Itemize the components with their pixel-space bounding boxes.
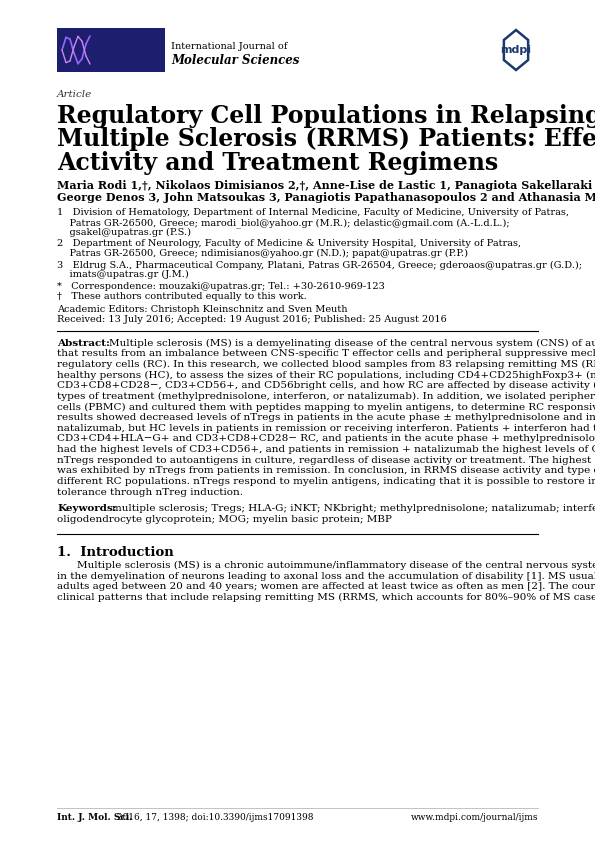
Text: healthy persons (HC), to assess the sizes of their RC populations, including CD4: healthy persons (HC), to assess the size…: [57, 370, 595, 380]
Text: natalizumab, but HC levels in patients in remission or receiving interferon. Pat: natalizumab, but HC levels in patients i…: [57, 424, 595, 433]
Text: that results from an imbalance between CNS-specific T effector cells and periphe: that results from an imbalance between C…: [57, 349, 595, 359]
Text: Molecular Sciences: Molecular Sciences: [171, 54, 299, 67]
Text: Patras GR-26500, Greece; ndimisianos@yahoo.gr (N.D.); papat@upatras.gr (P.P.): Patras GR-26500, Greece; ndimisianos@yah…: [57, 249, 468, 258]
Text: Article: Article: [57, 90, 92, 99]
Text: cells (PBMC) and cultured them with peptides mapping to myelin antigens, to dete: cells (PBMC) and cultured them with pept…: [57, 402, 595, 412]
Text: Multiple sclerosis (MS) is a demyelinating disease of the central nervous system: Multiple sclerosis (MS) is a demyelinati…: [109, 338, 595, 348]
Text: CD3+CD8+CD28−, CD3+CD56+, and CD56bright cells, and how RC are affected by disea: CD3+CD8+CD28−, CD3+CD56+, and CD56bright…: [57, 381, 595, 391]
Text: 2   Department of Neurology, Faculty of Medicine & University Hospital, Universi: 2 Department of Neurology, Faculty of Me…: [57, 239, 521, 248]
Text: Academic Editors: Christoph Kleinschnitz and Sven Meuth: Academic Editors: Christoph Kleinschnitz…: [57, 306, 347, 314]
Text: in the demyelination of neurons leading to axonal loss and the accumulation of d: in the demyelination of neurons leading …: [57, 572, 595, 580]
Text: Maria Rodi 1,†, Nikolaos Dimisianos 2,†, Anne-Lise de Lastic 1, Panagiota Sakell: Maria Rodi 1,†, Nikolaos Dimisianos 2,†,…: [57, 180, 595, 191]
Text: 3   Eldrug S.A., Pharmaceutical Company, Platani, Patras GR-26504, Greece; gdero: 3 Eldrug S.A., Pharmaceutical Company, P…: [57, 261, 582, 269]
Text: nTregs responded to autoantigens in culture, regardless of disease activity or t: nTregs responded to autoantigens in cult…: [57, 456, 595, 465]
Text: adults aged between 20 and 40 years; women are affected at least twice as often : adults aged between 20 and 40 years; wom…: [57, 582, 595, 591]
Text: clinical patterns that include relapsing remitting MS (RRMS, which accounts for : clinical patterns that include relapsing…: [57, 593, 595, 602]
Text: Int. J. Mol. Sci.: Int. J. Mol. Sci.: [57, 813, 133, 822]
Text: was exhibited by nTregs from patients in remission. In conclusion, in RRMS disea: was exhibited by nTregs from patients in…: [57, 466, 595, 476]
Text: †   These authors contributed equally to this work.: † These authors contributed equally to t…: [57, 291, 307, 301]
Text: Patras GR-26500, Greece; marodi_biol@yahoo.gr (M.R.); delastic@gmail.com (A.-L.d: Patras GR-26500, Greece; marodi_biol@yah…: [57, 218, 510, 228]
Text: regulatory cells (RC). In this research, we collected blood samples from 83 rela: regulatory cells (RC). In this research,…: [57, 360, 595, 369]
Text: oligodendrocyte glycoprotein; MOG; myelin basic protein; MBP: oligodendrocyte glycoprotein; MOG; myeli…: [57, 515, 392, 524]
Text: Received: 13 July 2016; Accepted: 19 August 2016; Published: 25 August 2016: Received: 13 July 2016; Accepted: 19 Aug…: [57, 315, 447, 324]
Text: imats@upatras.gr (J.M.): imats@upatras.gr (J.M.): [57, 270, 189, 280]
Text: 2016, 17, 1398; doi:10.3390/ijms17091398: 2016, 17, 1398; doi:10.3390/ijms17091398: [114, 813, 314, 822]
Text: Keywords:: Keywords:: [57, 504, 117, 514]
Text: Activity and Treatment Regimens: Activity and Treatment Regimens: [57, 151, 498, 175]
Text: Regulatory Cell Populations in Relapsing-Remitting: Regulatory Cell Populations in Relapsing…: [57, 104, 595, 128]
Text: Multiple Sclerosis (RRMS) Patients: Effect of Disease: Multiple Sclerosis (RRMS) Patients: Effe…: [57, 127, 595, 152]
Text: had the highest levels of CD3+CD56+, and patients in remission + natalizumab the: had the highest levels of CD3+CD56+, and…: [57, 445, 595, 454]
Text: results showed decreased levels of nTregs in patients in the acute phase ± methy: results showed decreased levels of nTreg…: [57, 413, 595, 422]
Text: 1   Division of Hematology, Department of Internal Medicine, Faculty of Medicine: 1 Division of Hematology, Department of …: [57, 208, 569, 217]
Text: tolerance through nTreg induction.: tolerance through nTreg induction.: [57, 488, 243, 497]
Text: *   Correspondence: mouzaki@upatras.gr; Tel.: +30-2610-969-123: * Correspondence: mouzaki@upatras.gr; Te…: [57, 282, 385, 291]
Text: CD3+CD4+HLA−G+ and CD3+CD8+CD28− RC, and patients in the acute phase + methylpre: CD3+CD4+HLA−G+ and CD3+CD8+CD28− RC, and…: [57, 434, 595, 444]
Text: multiple sclerosis; Tregs; HLA-G; iNKT; NKbright; methylprednisolone; natalizuma: multiple sclerosis; Tregs; HLA-G; iNKT; …: [112, 504, 595, 514]
Text: types of treatment (methylprednisolone, interferon, or natalizumab). In addition: types of treatment (methylprednisolone, …: [57, 392, 595, 401]
Text: mdpi: mdpi: [500, 45, 531, 55]
Text: gsakel@upatras.gr (P.S.): gsakel@upatras.gr (P.S.): [57, 227, 191, 237]
Text: International Journal of: International Journal of: [171, 42, 287, 51]
Text: George Denos 3, John Matsoukas 3, Panagiotis Papathanasopoulos 2 and Athanasia M: George Denos 3, John Matsoukas 3, Panagi…: [57, 192, 595, 204]
Text: Abstract:: Abstract:: [57, 338, 110, 348]
Text: different RC populations. nTregs respond to myelin antigens, indicating that it : different RC populations. nTregs respond…: [57, 477, 595, 486]
Bar: [57, 28, 165, 72]
Text: 1.  Introduction: 1. Introduction: [57, 546, 174, 559]
Text: www.mdpi.com/journal/ijms: www.mdpi.com/journal/ijms: [411, 813, 538, 822]
Text: Multiple sclerosis (MS) is a chronic autoimmune/inflammatory disease of the cent: Multiple sclerosis (MS) is a chronic aut…: [77, 561, 595, 570]
